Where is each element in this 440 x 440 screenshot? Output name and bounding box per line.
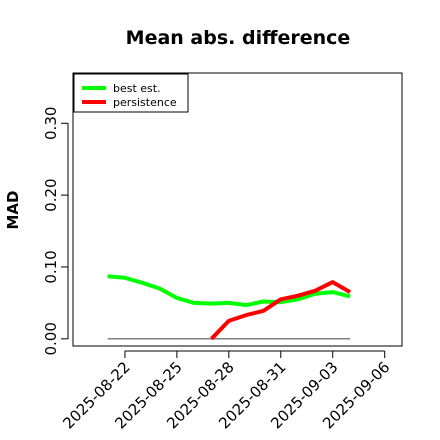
y-tick-label: 0.10 xyxy=(42,250,60,283)
plot-frame xyxy=(72,72,403,347)
legend-label: best est. xyxy=(113,82,161,95)
y-tick-label: 0.30 xyxy=(42,107,60,140)
series-line-persistence xyxy=(210,280,352,341)
series-line-best-est xyxy=(107,274,351,308)
y-axis-label: MAD xyxy=(4,191,22,230)
y-tick-label: 0.00 xyxy=(42,322,60,355)
legend-label: persistence xyxy=(113,96,177,109)
legend-box xyxy=(73,73,189,113)
chart-title: Mean abs. difference xyxy=(126,27,351,49)
y-tick-label: 0.20 xyxy=(42,178,60,211)
